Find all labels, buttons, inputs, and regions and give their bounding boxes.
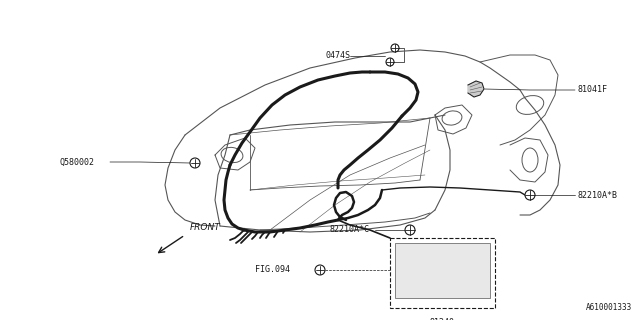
- Text: A610001333: A610001333: [586, 303, 632, 312]
- Circle shape: [391, 44, 399, 52]
- Bar: [395, 243, 490, 298]
- Text: Q580002: Q580002: [60, 157, 95, 166]
- Text: 81240: 81240: [430, 318, 455, 320]
- Circle shape: [190, 158, 200, 168]
- Circle shape: [386, 58, 394, 66]
- Polygon shape: [468, 81, 484, 97]
- Circle shape: [315, 265, 325, 275]
- Text: FIG.094: FIG.094: [255, 266, 290, 275]
- Circle shape: [405, 225, 415, 235]
- Text: 82210A*B: 82210A*B: [578, 190, 618, 199]
- Circle shape: [525, 190, 535, 200]
- Text: 0474S: 0474S: [325, 51, 350, 60]
- Text: 81041F: 81041F: [578, 85, 608, 94]
- Bar: [390, 238, 495, 308]
- Text: FRONT: FRONT: [190, 223, 221, 232]
- Text: 82210A*C: 82210A*C: [330, 226, 370, 235]
